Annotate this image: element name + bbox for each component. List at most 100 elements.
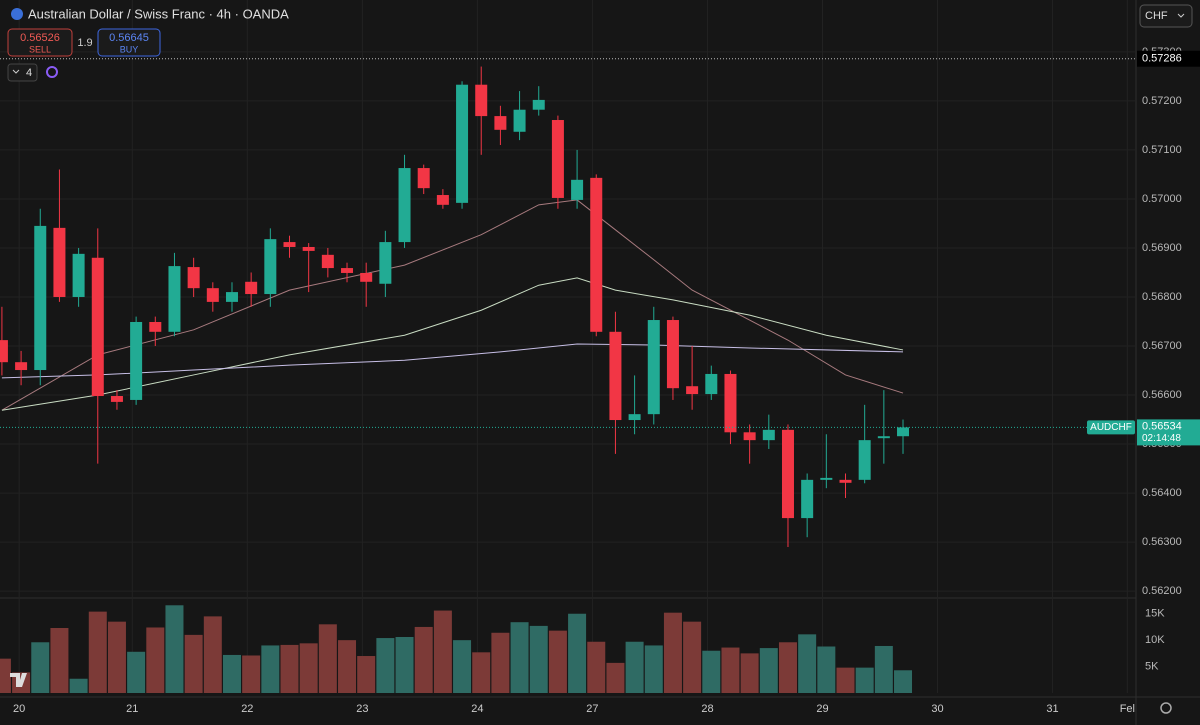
buy-price: 0.56645 [109, 32, 149, 44]
volume-tick-label: 15K [1145, 608, 1165, 620]
volume-bar [146, 627, 165, 693]
volume-bar [222, 654, 241, 693]
candle-body [187, 267, 200, 289]
volume-bar [88, 611, 107, 693]
y-tick-label: 0.56700 [1142, 340, 1182, 352]
candle-body [168, 266, 181, 332]
y-tick-label: 0.56300 [1142, 536, 1182, 548]
candle-body [379, 242, 392, 284]
volume-bar [165, 605, 184, 693]
volume-bar [0, 658, 11, 693]
volume-bar [510, 622, 529, 693]
volume-bar [261, 645, 280, 693]
candle-body [839, 479, 852, 483]
volume-bar [625, 641, 644, 693]
volume-bar [50, 628, 69, 693]
currency-button[interactable] [1139, 4, 1193, 28]
x-tick-label: 22 [241, 703, 253, 715]
volume-bar [453, 640, 472, 693]
candle-body [609, 331, 622, 421]
volume-bar [203, 616, 222, 693]
candle-body [513, 109, 526, 132]
volume-bar [855, 667, 874, 693]
candle-body [628, 414, 641, 421]
volume-bar [721, 647, 740, 693]
candle-body [705, 373, 718, 395]
volume-bar [644, 645, 663, 693]
candle-body [743, 432, 756, 441]
candle-body [781, 429, 794, 519]
candle-body [571, 179, 584, 200]
buy-button[interactable] [97, 28, 161, 57]
moving-average [1, 343, 904, 379]
logo [10, 673, 27, 687]
volume-bar [127, 651, 146, 693]
volume-bar [529, 625, 548, 693]
volume-bar [338, 640, 357, 693]
countdown: 02:14:48 [1142, 433, 1181, 444]
plot [0, 0, 1136, 693]
x-tick-label: 28 [701, 703, 713, 715]
volume-bar [433, 610, 452, 693]
candle-body [0, 340, 8, 363]
moving-average [1, 277, 904, 411]
x-tick-label: 30 [931, 703, 943, 715]
chart-title: Australian Dollar / Swiss Franc · 4h · O… [28, 6, 289, 21]
candle-body [302, 246, 315, 251]
chevron [12, 69, 20, 74]
settings-icon[interactable] [1160, 702, 1172, 714]
volume-bar [357, 656, 376, 693]
sell-label: SELL [29, 44, 51, 54]
candle-body [551, 120, 564, 198]
candle-body [206, 288, 219, 302]
y-tick-label: 0.57100 [1142, 144, 1182, 156]
volume-tick-label: 5K [1145, 660, 1159, 672]
x-tick-label: 31 [1046, 703, 1058, 715]
spread: 1.9 [77, 37, 92, 49]
x-tick-label: 27 [586, 703, 598, 715]
candle-body [801, 479, 814, 519]
volume-bar [778, 642, 797, 693]
volume-bar [107, 621, 126, 693]
sell-price: 0.56526 [20, 32, 60, 44]
chevron [1177, 13, 1185, 18]
candle-body [15, 362, 28, 371]
x-tick-label: 21 [126, 703, 138, 715]
indicator-toggle[interactable] [7, 63, 38, 82]
volume-bar [395, 636, 414, 693]
candle-body [647, 320, 660, 415]
y-tick-label: 0.57200 [1142, 95, 1182, 107]
candle-body [436, 195, 449, 205]
volume-bar [376, 638, 395, 693]
volume-bar [299, 643, 318, 693]
volume-bar [31, 642, 50, 693]
candle-body [475, 84, 488, 117]
high-tag [1137, 50, 1200, 67]
candle-body [456, 84, 469, 203]
x-tick-label: 20 [13, 703, 25, 715]
candle-body [34, 225, 47, 371]
symbol-label: AUDCHF [1090, 422, 1132, 433]
buy-label: BUY [120, 44, 139, 54]
volume-bar [318, 624, 337, 693]
volume-tick-label: 10K [1145, 634, 1165, 646]
candle-body [398, 168, 411, 243]
candle-body [91, 257, 104, 397]
candle-body [532, 99, 545, 110]
candle-body [877, 436, 890, 439]
candle-body [897, 427, 910, 437]
volume-bar [798, 634, 817, 693]
volume-bar [702, 650, 721, 693]
price-tag [1137, 419, 1200, 446]
sell-button[interactable] [7, 28, 73, 57]
sync-icon[interactable] [46, 66, 58, 78]
volume-bar [683, 621, 702, 693]
candle-body [762, 429, 775, 441]
volume-bar [759, 648, 778, 693]
symbol-icon [11, 8, 23, 20]
candle-body [53, 227, 66, 297]
volume-bar [280, 644, 299, 693]
candle-body [666, 320, 679, 389]
